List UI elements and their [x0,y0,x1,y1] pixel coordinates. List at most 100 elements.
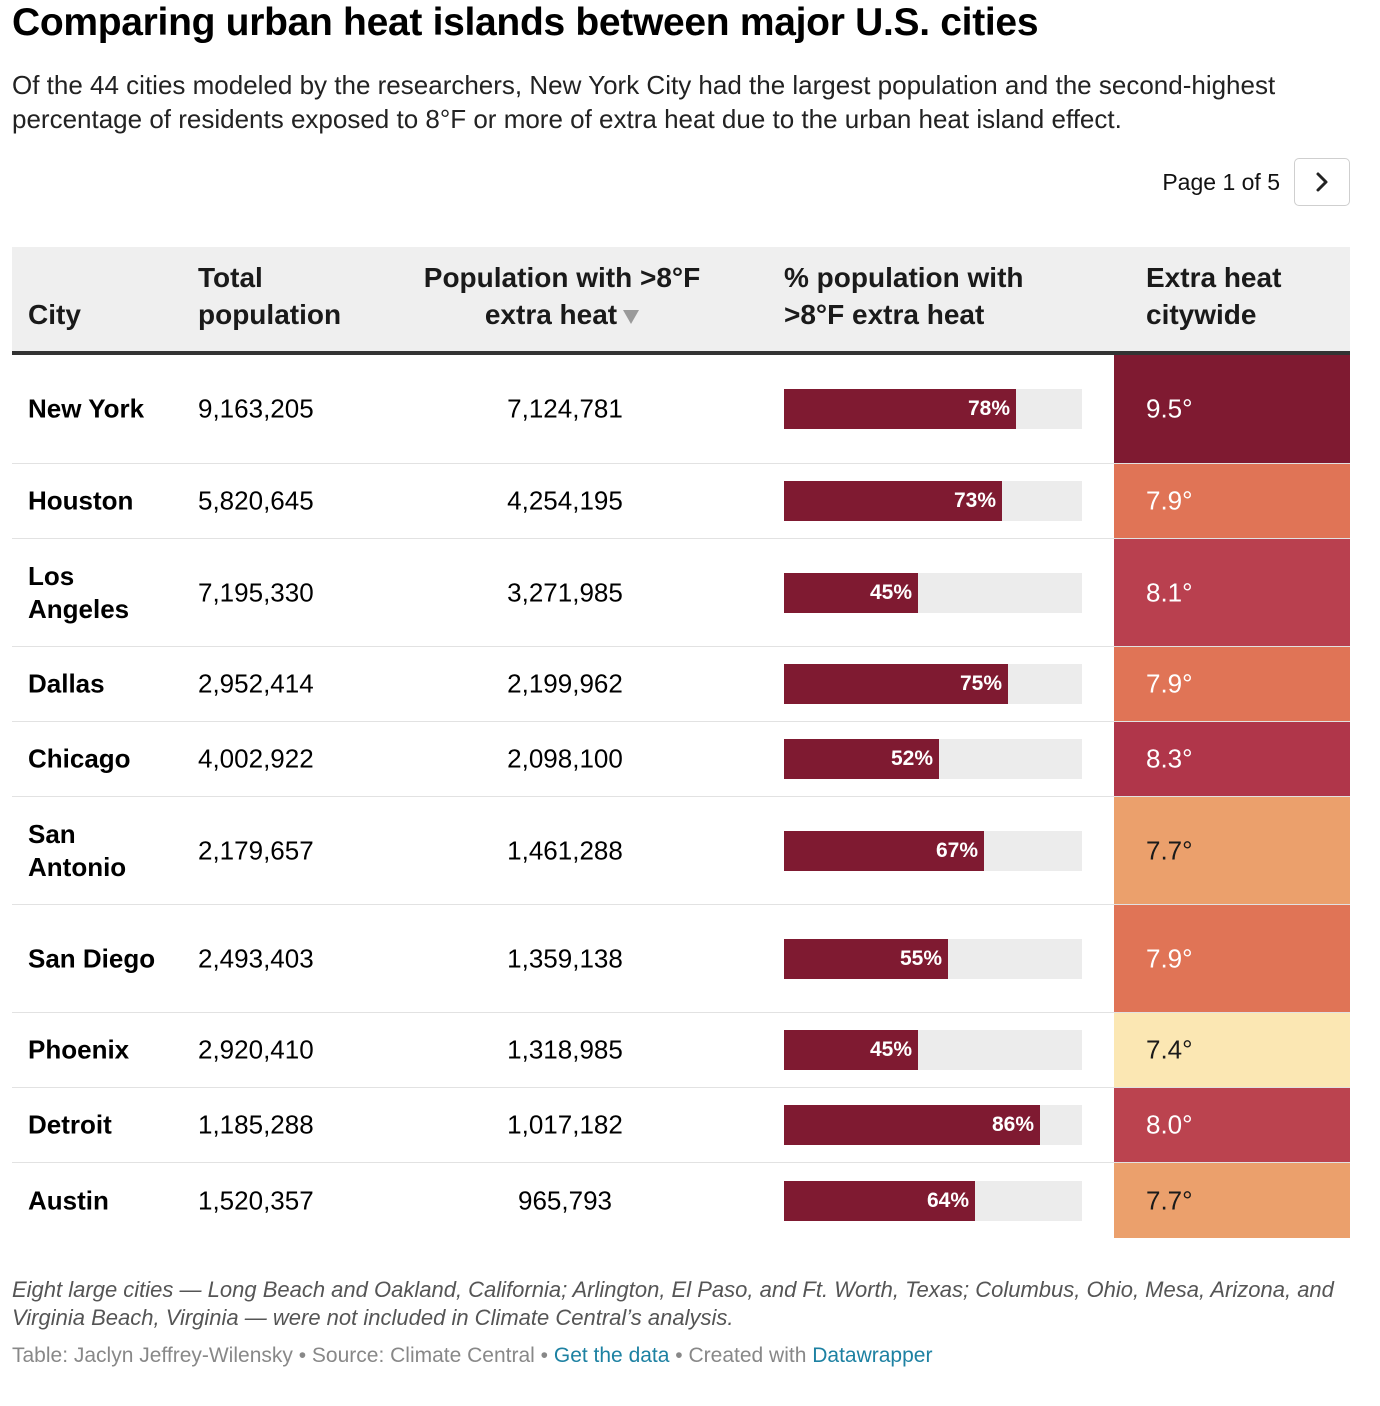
extra-heat-value: 8.3° [1146,743,1193,774]
extra-heat-value: 9.5° [1146,393,1193,424]
extra-heat-cell: 8.0° [1114,1088,1350,1162]
table-row: Austin 1,520,357 965,793 64% 7.7° [12,1163,1350,1238]
data-table: City Total population Population with >8… [12,247,1350,1238]
city-cell: Phoenix [28,1034,130,1065]
column-header-population-extra-heat[interactable]: Population with >8°F extra heat [392,259,732,333]
column-header-city[interactable]: City [28,299,81,330]
total-population-cell: 4,002,922 [198,743,314,774]
table-row: Houston 5,820,645 4,254,195 73% 7.9° [12,464,1350,539]
extra-heat-cell: 7.9° [1114,647,1350,721]
percent-bar-fill: 45% [784,1030,918,1070]
population-extra-heat-cell: 2,199,962 [507,668,623,699]
city-cell: Detroit [28,1109,112,1140]
city-cell: Chicago [28,743,131,774]
footer-source: Source: Climate Central [311,1344,535,1367]
total-population-cell: 1,185,288 [198,1109,314,1140]
percent-bar-fill: 67% [784,830,984,871]
percent-bar-fill: 45% [784,572,918,613]
percent-bar-fill: 73% [784,481,1002,521]
population-extra-heat-cell: 1,461,288 [507,835,623,865]
page-indicator: Page 1 of 5 [1162,168,1280,195]
percent-bar-fill: 52% [784,739,939,779]
extra-heat-value: 7.7° [1146,835,1193,865]
table-header: City Total population Population with >8… [12,247,1350,355]
population-extra-heat-cell: 1,318,985 [507,1034,623,1065]
percent-bar-label: 75% [959,672,1002,695]
footer-separator: • [292,1344,312,1367]
percent-bar-label: 86% [991,1113,1034,1136]
get-the-data-link[interactable]: Get the data [553,1344,670,1367]
percent-bar-label: 45% [869,580,912,604]
percent-bar-label: 45% [869,1038,912,1061]
total-population-cell: 2,952,414 [198,668,314,699]
extra-heat-cell: 9.5° [1114,355,1350,463]
extra-heat-value: 7.9° [1146,943,1193,973]
extra-heat-value: 8.0° [1146,1109,1193,1140]
column-header-extra-heat[interactable]: Extra heat citywide [1146,262,1282,330]
percent-bar-track: 45% [784,1030,1082,1070]
next-page-button[interactable] [1294,158,1350,206]
city-cell: San Diego [28,943,156,973]
city-cell: Austin [28,1185,109,1215]
extra-heat-cell: 7.7° [1114,1163,1350,1238]
total-population-cell: 2,493,403 [198,943,314,973]
table-row: Phoenix 2,920,410 1,318,985 45% 7.4° [12,1013,1350,1088]
percent-bar-track: 45% [784,572,1082,613]
percent-bar-fill: 78% [784,389,1016,429]
table-row: New York 9,163,205 7,124,781 78% 9.5° [12,355,1350,464]
extra-heat-value: 8.1° [1146,577,1193,607]
table-row: San Diego 2,493,403 1,359,138 55% 7.9° [12,905,1350,1013]
page-title: Comparing urban heat islands between maj… [12,1,1039,44]
percent-bar-track: 64% [784,1180,1082,1221]
total-population-cell: 7,195,330 [198,577,314,607]
city-cell: San Antonio [28,818,127,882]
population-extra-heat-cell: 7,124,781 [507,393,623,424]
city-cell: New York [28,393,145,424]
total-population-cell: 9,163,205 [198,393,314,424]
percent-bar-label: 73% [953,489,996,512]
percent-bar-fill: 75% [784,664,1008,704]
column-header-percent-population[interactable]: % population with >8°F extra heat [784,262,1024,330]
percent-bar-label: 55% [899,946,942,970]
extra-heat-cell: 7.9° [1114,905,1350,1012]
extra-heat-cell: 7.4° [1114,1013,1350,1087]
percent-bar-track: 73% [784,481,1082,521]
table-row: Chicago 4,002,922 2,098,100 52% 8.3° [12,722,1350,797]
total-population-cell: 2,179,657 [198,835,314,865]
percent-bar-track: 67% [784,830,1082,871]
footer-credit: Table: Jaclyn Jeffrey-Wilensky [12,1344,293,1367]
city-cell: Houston [28,485,134,516]
footer-created-with: Created with [688,1344,807,1367]
extra-heat-cell: 8.1° [1114,539,1350,646]
sort-desc-icon [623,309,640,324]
population-extra-heat-cell: 3,271,985 [507,577,623,607]
population-extra-heat-cell: 4,254,195 [507,485,623,516]
chevron-right-icon [1316,172,1328,192]
percent-bar-label: 64% [926,1188,969,1212]
footer-separator: • [669,1344,689,1367]
population-extra-heat-cell: 965,793 [518,1185,612,1215]
percent-bar-track: 55% [784,938,1082,979]
total-population-cell: 1,520,357 [198,1185,314,1215]
table-row: Dallas 2,952,414 2,199,962 75% 7.9° [12,647,1350,722]
page-subtitle: Of the 44 cities modeled by the research… [12,70,1276,134]
percent-bar-label: 52% [890,747,933,770]
population-extra-heat-cell: 1,017,182 [507,1109,623,1140]
table-row: Los Angeles 7,195,330 3,271,985 45% 8.1° [12,539,1350,647]
extra-heat-cell: 7.7° [1114,797,1350,904]
percent-bar-fill: 64% [784,1180,975,1221]
percent-bar-track: 75% [784,664,1082,704]
table-note: Eight large cities — Long Beach and Oakl… [12,1277,1334,1330]
pagination: Page 1 of 5 [1162,157,1350,207]
column-header-total-population[interactable]: Total population [198,262,342,330]
city-cell: Dallas [28,668,105,699]
extra-heat-cell: 7.9° [1114,464,1350,538]
percent-bar-track: 86% [784,1105,1082,1145]
total-population-cell: 5,820,645 [198,485,314,516]
population-extra-heat-cell: 1,359,138 [507,943,623,973]
extra-heat-value: 7.4° [1146,1034,1193,1065]
table-row: San Antonio 2,179,657 1,461,288 67% 7.7° [12,797,1350,905]
total-population-cell: 2,920,410 [198,1034,314,1065]
datawrapper-link[interactable]: Datawrapper [812,1344,933,1367]
